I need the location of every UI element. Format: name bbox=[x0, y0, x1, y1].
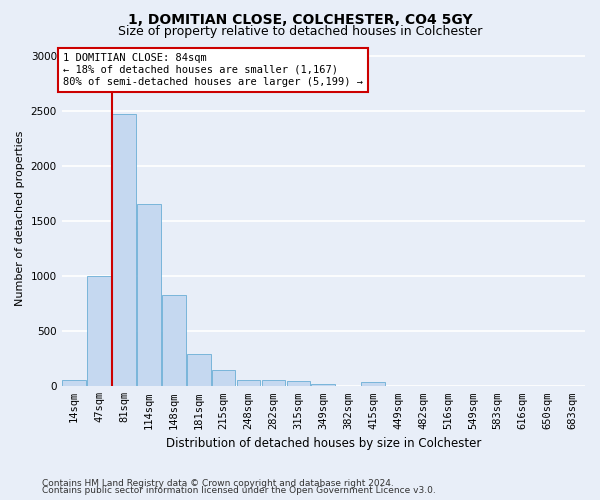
Text: Contains HM Land Registry data © Crown copyright and database right 2024.: Contains HM Land Registry data © Crown c… bbox=[42, 478, 394, 488]
Bar bbox=[361, 382, 385, 386]
Bar bbox=[212, 370, 235, 386]
Bar bbox=[137, 204, 161, 386]
Y-axis label: Number of detached properties: Number of detached properties bbox=[15, 130, 25, 306]
X-axis label: Distribution of detached houses by size in Colchester: Distribution of detached houses by size … bbox=[166, 437, 481, 450]
Bar bbox=[87, 276, 111, 386]
Bar bbox=[187, 354, 211, 386]
Bar bbox=[311, 384, 335, 386]
Bar bbox=[112, 114, 136, 386]
Bar bbox=[62, 380, 86, 386]
Bar bbox=[262, 380, 286, 386]
Text: 1, DOMITIAN CLOSE, COLCHESTER, CO4 5GY: 1, DOMITIAN CLOSE, COLCHESTER, CO4 5GY bbox=[128, 12, 472, 26]
Bar bbox=[287, 382, 310, 386]
Bar bbox=[162, 295, 185, 386]
Text: Size of property relative to detached houses in Colchester: Size of property relative to detached ho… bbox=[118, 25, 482, 38]
Text: Contains public sector information licensed under the Open Government Licence v3: Contains public sector information licen… bbox=[42, 486, 436, 495]
Text: 1 DOMITIAN CLOSE: 84sqm
← 18% of detached houses are smaller (1,167)
80% of semi: 1 DOMITIAN CLOSE: 84sqm ← 18% of detache… bbox=[63, 54, 363, 86]
Bar bbox=[237, 380, 260, 386]
